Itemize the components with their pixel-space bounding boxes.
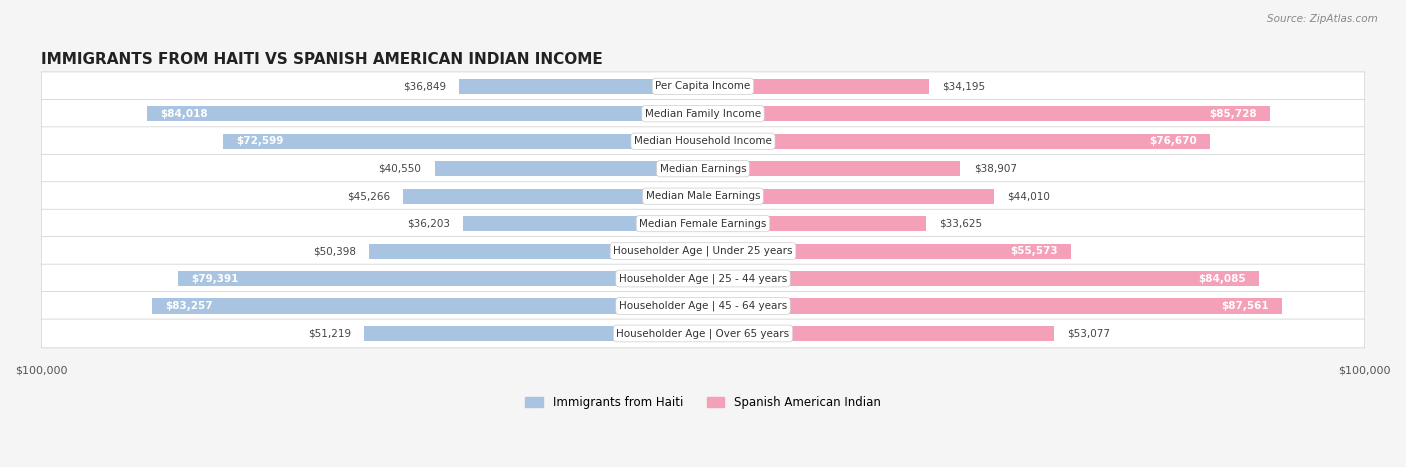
Text: $79,391: $79,391 [191, 274, 238, 283]
Bar [703, 161, 960, 176]
Text: $55,573: $55,573 [1010, 246, 1057, 256]
Text: $53,077: $53,077 [1067, 328, 1111, 339]
Text: Per Capita Income: Per Capita Income [655, 81, 751, 92]
Bar [703, 298, 1282, 313]
FancyBboxPatch shape [41, 72, 1365, 101]
Text: $40,550: $40,550 [378, 164, 422, 174]
FancyBboxPatch shape [41, 99, 1365, 128]
FancyBboxPatch shape [41, 264, 1365, 293]
Text: $85,728: $85,728 [1209, 109, 1257, 119]
Text: $36,203: $36,203 [408, 219, 450, 229]
Text: $87,561: $87,561 [1222, 301, 1270, 311]
Text: $34,195: $34,195 [942, 81, 986, 92]
Bar [703, 271, 1260, 286]
FancyBboxPatch shape [41, 182, 1365, 211]
Bar [703, 216, 925, 231]
Text: Median Household Income: Median Household Income [634, 136, 772, 146]
Text: $83,257: $83,257 [166, 301, 212, 311]
Text: $72,599: $72,599 [236, 136, 283, 146]
FancyBboxPatch shape [41, 127, 1365, 156]
Text: Median Male Earnings: Median Male Earnings [645, 191, 761, 201]
Text: $84,085: $84,085 [1198, 274, 1246, 283]
Bar [177, 271, 703, 286]
Bar [152, 298, 703, 313]
Text: Median Earnings: Median Earnings [659, 164, 747, 174]
Text: $33,625: $33,625 [939, 219, 981, 229]
Bar [703, 106, 1270, 121]
Bar [370, 244, 703, 259]
Bar [703, 244, 1071, 259]
Text: $38,907: $38,907 [974, 164, 1017, 174]
Legend: Immigrants from Haiti, Spanish American Indian: Immigrants from Haiti, Spanish American … [520, 391, 886, 414]
Bar [703, 79, 929, 94]
FancyBboxPatch shape [41, 291, 1365, 320]
Text: Householder Age | 45 - 64 years: Householder Age | 45 - 64 years [619, 301, 787, 311]
Text: Householder Age | 25 - 44 years: Householder Age | 25 - 44 years [619, 273, 787, 284]
FancyBboxPatch shape [41, 154, 1365, 183]
Bar [464, 216, 703, 231]
Bar [148, 106, 703, 121]
Text: $36,849: $36,849 [402, 81, 446, 92]
FancyBboxPatch shape [41, 319, 1365, 348]
Text: Median Family Income: Median Family Income [645, 109, 761, 119]
Bar [434, 161, 703, 176]
Bar [703, 189, 994, 204]
Bar [703, 326, 1054, 341]
Text: Householder Age | Over 65 years: Householder Age | Over 65 years [616, 328, 790, 339]
Bar [460, 79, 703, 94]
Text: $84,018: $84,018 [160, 109, 208, 119]
Bar [404, 189, 703, 204]
Text: $50,398: $50,398 [314, 246, 356, 256]
Text: $44,010: $44,010 [1008, 191, 1050, 201]
Text: $51,219: $51,219 [308, 328, 352, 339]
FancyBboxPatch shape [41, 237, 1365, 266]
Bar [222, 134, 703, 149]
Bar [364, 326, 703, 341]
Text: $45,266: $45,266 [347, 191, 391, 201]
Text: Householder Age | Under 25 years: Householder Age | Under 25 years [613, 246, 793, 256]
Text: IMMIGRANTS FROM HAITI VS SPANISH AMERICAN INDIAN INCOME: IMMIGRANTS FROM HAITI VS SPANISH AMERICA… [41, 52, 603, 67]
Text: Median Female Earnings: Median Female Earnings [640, 219, 766, 229]
Text: Source: ZipAtlas.com: Source: ZipAtlas.com [1267, 14, 1378, 24]
Bar [703, 134, 1211, 149]
FancyBboxPatch shape [41, 209, 1365, 238]
Text: $76,670: $76,670 [1149, 136, 1197, 146]
